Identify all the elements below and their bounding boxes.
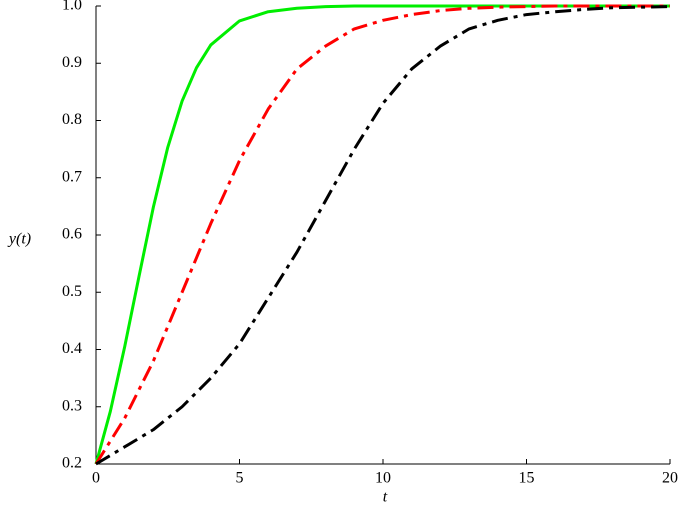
- x-axis-label: t: [383, 489, 388, 506]
- x-tick-label: 10: [375, 470, 391, 487]
- y-tick-label: 0.9: [62, 54, 82, 71]
- series-line: [95, 5, 671, 466]
- x-tick-label: 15: [519, 470, 535, 487]
- y-tick-label: 0.2: [62, 455, 82, 472]
- y-tick-label: 1.0: [62, 0, 82, 14]
- y-tick-label: 0.4: [62, 340, 82, 357]
- y-tick-label: 0.5: [62, 283, 82, 300]
- y-tick-label: 0.3: [62, 397, 82, 414]
- series-line: [94, 4, 670, 465]
- y-tick-label: 0.8: [62, 111, 82, 128]
- y-axis-label: y(t): [7, 231, 31, 248]
- y-tick-label: 0.6: [62, 226, 82, 243]
- y-tick-label: 0.7: [62, 168, 82, 185]
- x-tick-label: 5: [236, 470, 244, 487]
- series-line: [94, 4, 670, 465]
- x-tick-label: 0: [92, 470, 100, 487]
- x-tick-label: 20: [662, 470, 678, 487]
